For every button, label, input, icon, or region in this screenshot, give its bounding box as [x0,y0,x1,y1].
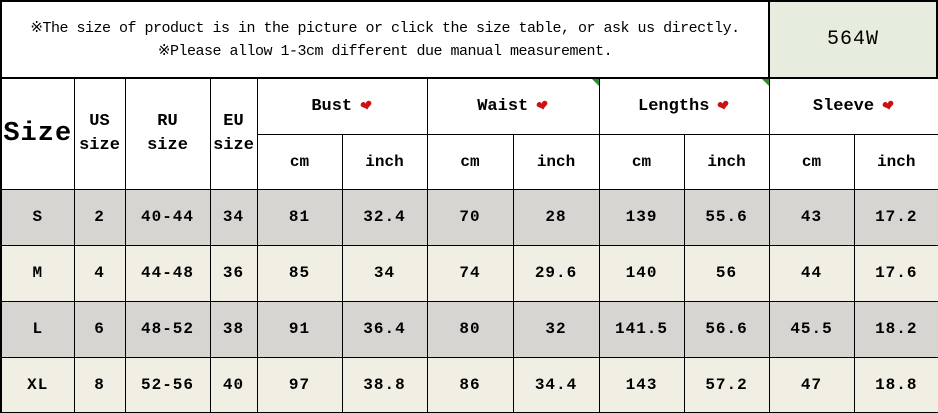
col-header-size: Size [0,77,75,190]
product-code-box: 564W [768,2,936,77]
col-group-waist: Waist ❤ [426,77,600,135]
green-corner-flag-icon [591,79,599,86]
cell-bust-inch: 36.4 [341,300,428,358]
cell-sleeve-cm: 43 [768,188,855,246]
unit-header-waist-cm: cm [426,133,514,190]
cell-bust-cm: 85 [256,244,343,302]
cell-waist-inch: 28 [512,188,600,246]
cell-waist-inch: 34.4 [512,356,600,413]
heart-icon: ❤ [880,95,897,117]
cell-waist-cm: 86 [426,356,514,413]
col-group-sleeve-label: Sleeve [812,97,875,117]
cell-eu: 34 [209,188,258,246]
heart-icon: ❤ [358,95,375,117]
cell-length-inch: 56 [683,244,770,302]
cell-sleeve-inch: 17.6 [853,244,938,302]
heart-icon: ❤ [715,95,733,117]
cell-sleeve-inch: 18.8 [853,356,938,413]
cell-ru: 40-44 [124,188,211,246]
unit-header-bust-cm: cm [256,133,343,190]
cell-sleeve-cm: 47 [768,356,855,413]
table-row-m: M 4 44-48 36 85 34 74 29.6 140 56 44 17.… [0,244,938,302]
cell-length-inch: 57.2 [683,356,770,413]
col-group-bust: Bust ❤ [256,77,428,135]
cell-length-cm: 139 [598,188,685,246]
header-row-groups: Size US size RU size EU size Bust ❤ Waist… [0,77,938,190]
cell-sleeve-cm: 45.5 [768,300,855,358]
col-header-eu-size: EU size [209,77,258,190]
cell-us: 4 [73,244,126,302]
product-code: 564W [826,28,879,51]
cell-us: 6 [73,300,126,358]
col-group-lengths: Lengths ❤ [598,77,770,135]
cell-waist-inch: 32 [512,300,600,358]
cell-waist-cm: 80 [426,300,514,358]
unit-header-waist-inch: inch [512,133,600,190]
unit-header-bust-inch: inch [341,133,428,190]
cell-ru: 44-48 [124,244,211,302]
notice-line-1: ※The size of product is in the picture o… [30,19,740,37]
col-group-waist-label: Waist [477,97,529,117]
cell-eu: 38 [209,300,258,358]
cell-bust-cm: 97 [256,356,343,413]
cell-length-cm: 141.5 [598,300,685,358]
unit-header-sleeve-inch: inch [853,133,938,190]
cell-eu: 36 [209,244,258,302]
cell-ru: 48-52 [124,300,211,358]
cell-waist-cm: 74 [426,244,514,302]
cell-size: L [0,300,75,358]
notice-line-2: ※Please allow 1-3cm different due manual… [157,42,613,60]
header-row-units: cm inch cm inch cm inch cm inch [1,133,938,190]
size-table-header: Size US size RU size EU size Bust ❤ Waist… [0,77,938,190]
cell-length-inch: 56.6 [683,300,770,358]
cell-sleeve-inch: 18.2 [853,300,938,358]
cell-ru: 52-56 [124,356,211,413]
cell-length-cm: 143 [598,356,685,413]
cell-size: S [0,188,75,246]
cell-bust-cm: 91 [256,300,343,358]
col-header-us-size: US size [73,77,126,190]
unit-header-lengths-inch: inch [683,133,770,190]
cell-us: 2 [73,188,126,246]
col-group-bust-label: Bust [311,97,353,117]
unit-header-lengths-cm: cm [598,133,685,190]
cell-length-inch: 55.6 [683,188,770,246]
table-row-l: L 6 48-52 38 91 36.4 80 32 141.5 56.6 45… [0,300,938,358]
cell-bust-inch: 38.8 [341,356,428,413]
notice-text: ※The size of product is in the picture o… [2,2,768,77]
col-header-ru-size: RU size [124,77,211,190]
unit-header-sleeve-cm: cm [768,133,855,190]
heart-icon: ❤ [534,95,552,117]
cell-us: 8 [73,356,126,413]
size-table-body: S 2 40-44 34 81 32.4 70 28 139 55.6 43 1… [0,188,938,413]
cell-sleeve-inch: 17.2 [853,188,938,246]
cell-size: M [0,244,75,302]
cell-bust-inch: 34 [341,244,428,302]
green-corner-flag-icon [761,79,769,86]
notice-banner: ※The size of product is in the picture o… [0,0,938,77]
cell-bust-inch: 32.4 [341,188,428,246]
cell-length-cm: 140 [598,244,685,302]
table-row-xl: XL 8 52-56 40 97 38.8 86 34.4 143 57.2 4… [0,356,938,413]
cell-bust-cm: 81 [256,188,343,246]
col-group-sleeve: Sleeve ❤ [768,77,938,135]
cell-eu: 40 [209,356,258,413]
cell-waist-cm: 70 [426,188,514,246]
cell-sleeve-cm: 44 [768,244,855,302]
cell-size: XL [0,356,75,413]
size-table: Size US size RU size EU size Bust ❤ Waist… [0,77,938,413]
table-row-s: S 2 40-44 34 81 32.4 70 28 139 55.6 43 1… [0,188,938,246]
col-group-lengths-label: Lengths [638,97,710,117]
cell-waist-inch: 29.6 [512,244,600,302]
